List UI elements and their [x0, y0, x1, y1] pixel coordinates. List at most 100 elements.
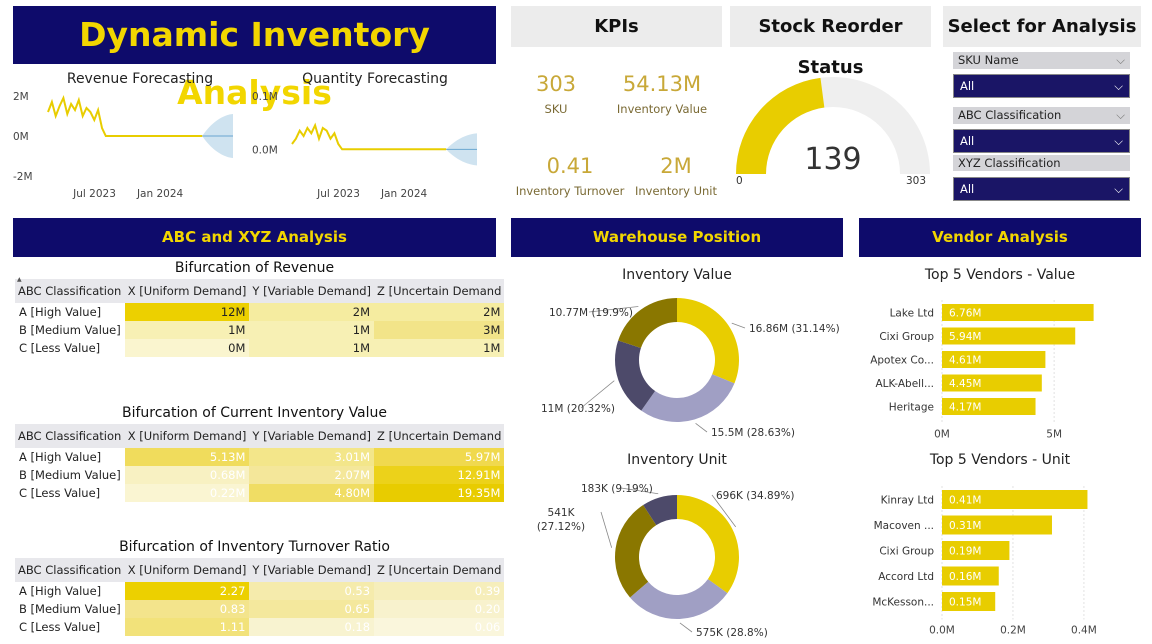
vendors-unit-chart: 0.0M 0.2M 0.4M Kinray Ltd 0.41M Macoven ... 0.… — [872, 486, 1097, 637]
column-header[interactable]: ▲ ABC Classification — [15, 276, 125, 303]
abc-classification-dropdown[interactable]: All ⌵ — [953, 129, 1130, 153]
table-cell: 1M — [249, 339, 375, 357]
leader-line — [580, 380, 615, 409]
revenue-forecast-title: Revenue Forecasting — [66, 71, 214, 87]
column-header[interactable]: ABC Classification — [15, 558, 125, 582]
table-row: C [Less Value] 1.11 0.18 0.06 — [15, 618, 505, 636]
bar-value-label: 4.61M — [949, 355, 981, 367]
bar-value-label: 4.17M — [949, 402, 981, 414]
column-header[interactable]: Z [Uncertain Demand — [374, 558, 505, 582]
leader-line — [679, 622, 693, 633]
matrix-table: ABC Classification X [Uniform Demand] Y [V… — [15, 424, 505, 502]
actual-series-line — [291, 122, 447, 151]
column-header[interactable]: X [Uniform Demand] — [124, 279, 250, 303]
donut-slice — [641, 374, 735, 422]
vendor-bar — [942, 541, 1010, 560]
donut-inventory-value-title: Inventory Value — [622, 267, 732, 283]
table-cell: 1.11 — [124, 618, 250, 636]
column-header[interactable]: Y [Variable Demand] — [249, 279, 375, 303]
column-header[interactable]: X [Uniform Demand] — [124, 558, 250, 582]
matrix-inventory-value-title: Bifurcation of Current Inventory Value — [121, 405, 388, 421]
vendors-unit-title: Top 5 Vendors - Unit — [929, 452, 1071, 468]
x-tick-label: 0.2M — [1000, 625, 1026, 637]
slice-label-pct: (27.12%) — [537, 521, 585, 533]
row-label: C [Less Value] — [19, 341, 101, 355]
row-label: A [High Value] — [19, 305, 102, 319]
gauge-max: 303 — [906, 175, 926, 187]
y-tick-label: 0M — [13, 131, 29, 143]
vendor-name: Kinray Ltd — [881, 495, 934, 507]
x-tick-label: Jan 2024 — [380, 188, 428, 200]
table-cell: 0.06 — [374, 618, 505, 636]
abc-classification-slicer-label[interactable]: ABC Classification ⌵ — [953, 107, 1130, 124]
kpi-unit-value: 2M — [660, 154, 692, 178]
chevron-down-icon: ⌵ — [1116, 53, 1125, 67]
xyz-dropdown-value: All — [960, 182, 975, 196]
matrix-inventory-value: ABC Classification X [Uniform Demand] Y [V… — [15, 424, 505, 502]
vendor-bar — [942, 374, 1042, 392]
chevron-down-icon: ⌵ — [1116, 108, 1125, 122]
vendor-name: Cixi Group — [879, 331, 934, 343]
column-header[interactable]: Y [Variable Demand] — [249, 558, 375, 582]
matrix-turnover-title: Bifurcation of Inventory Turnover Ratio — [119, 539, 390, 555]
table-cell: 3M — [374, 321, 505, 339]
table-cell: 0.68M — [124, 466, 250, 484]
table-row: B [Medium Value] 1M 1M 3M — [15, 321, 505, 339]
vendor-name: Macoven ... — [874, 520, 934, 532]
vendor-header: Vendor Analysis — [859, 218, 1141, 257]
bar-value-label: 0.16M — [949, 571, 981, 583]
xyz-classification-dropdown[interactable]: All ⌵ — [953, 177, 1130, 201]
kpi-sku: 303 SKU — [511, 72, 601, 116]
warehouse-header: Warehouse Position — [511, 218, 843, 257]
y-tick-label: -2M — [13, 171, 33, 183]
table-row: B [Medium Value] 0.68M 2.07M 12.91M — [15, 466, 505, 484]
leader-line — [711, 494, 737, 528]
matrix-table: ABC Classification X [Uniform Demand] Y [V… — [15, 558, 505, 636]
vendor-bar — [942, 515, 1052, 535]
actual-series-line — [47, 95, 203, 137]
column-header[interactable]: X [Uniform Demand] — [124, 424, 250, 448]
kpi-sku-value: 303 — [535, 72, 577, 96]
column-header[interactable]: Z [Uncertain Demand — [374, 279, 505, 303]
row-label: C [Less Value] — [19, 620, 101, 634]
bar-value-label: 6.76M — [949, 308, 981, 320]
bar-value-label: 0.41M — [949, 495, 981, 507]
slice-label: 11M (20.32%) — [541, 403, 615, 415]
vendor-bar — [942, 351, 1046, 368]
vendor-header-label: Vendor Analysis — [932, 228, 1068, 246]
donut-slice — [630, 579, 728, 619]
sku-name-dropdown[interactable]: All ⌵ — [953, 74, 1130, 98]
column-header[interactable]: ABC Classification — [15, 424, 125, 448]
kpis-header: KPIs — [511, 6, 722, 47]
kpi-inventory-value-value: 54.13M — [622, 72, 702, 96]
row-label: B [Medium Value] — [19, 468, 121, 482]
leader-line — [695, 423, 708, 433]
table-cell: 5.13M — [124, 448, 250, 466]
sku-name-slicer-label[interactable]: SKU Name ⌵ — [953, 52, 1130, 69]
vendor-name: McKesson... — [872, 597, 934, 609]
table-cell: 0.39 — [374, 582, 505, 600]
bar-value-label: 0.19M — [949, 546, 981, 558]
kpi-inventory-unit: 2M Inventory Unit — [630, 154, 722, 198]
table-cell: 3.01M — [249, 448, 375, 466]
table-cell: 12.91M — [374, 466, 505, 484]
donut-slice — [615, 340, 656, 411]
donut-slice — [615, 505, 657, 598]
stock-reorder-header-label: Stock Reorder Status — [758, 16, 903, 78]
chevron-down-icon: ⌵ — [1114, 181, 1123, 196]
column-header[interactable]: Y [Variable Demand] — [249, 424, 375, 448]
dashboard-title: Dynamic Inventory Analysis — [79, 15, 430, 112]
quantity-forecast-title: Quantity Forecasting — [302, 71, 448, 87]
table-cell: 4.80M — [249, 484, 375, 502]
gauge-min: 0 — [736, 175, 743, 187]
donut-inventory-unit-title: Inventory Unit — [627, 452, 727, 468]
sku-name-slicer-label-text: SKU Name — [958, 53, 1019, 67]
x-tick-label: Jan 2024 — [136, 188, 184, 200]
kpi-sku-label: SKU — [544, 102, 568, 116]
select-analysis-header: Select for Analysis — [943, 6, 1141, 47]
sort-icon[interactable]: ▲ — [17, 276, 22, 283]
vendor-name: ALK-Abell... — [875, 378, 934, 390]
column-header[interactable]: Z [Uncertain Demand — [374, 424, 505, 448]
donut-inventory-unit: 696K (34.89%) 575K (28.8%) 541K (27.12%) 183… — [537, 483, 795, 639]
leader-line — [588, 306, 639, 313]
